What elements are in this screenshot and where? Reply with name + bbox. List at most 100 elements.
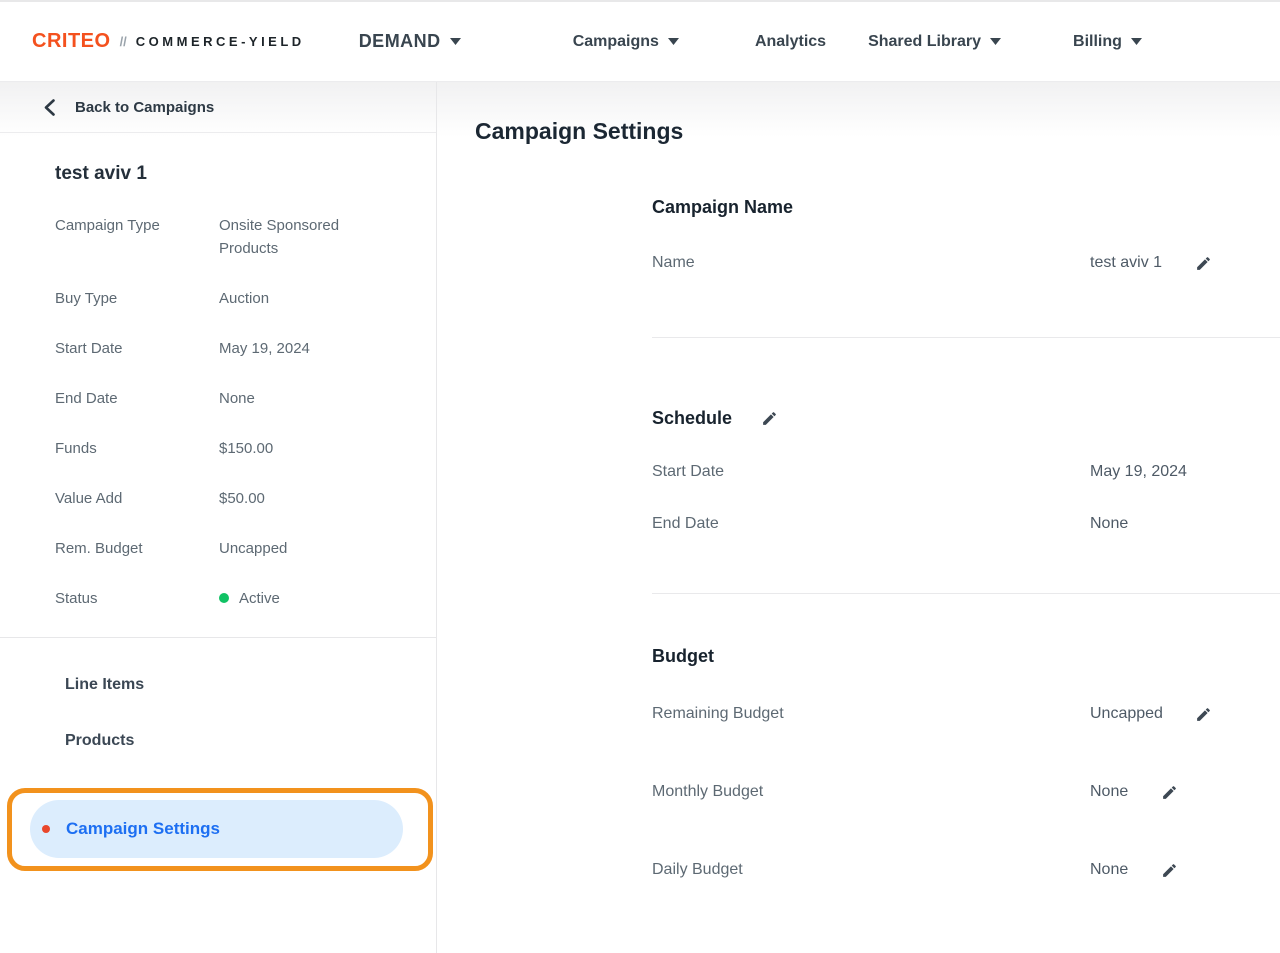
edit-monthly-budget-button[interactable] xyxy=(1160,783,1178,801)
edit-schedule-button[interactable] xyxy=(760,410,778,428)
setting-value: None xyxy=(1090,515,1129,532)
detail-label: Buy Type xyxy=(55,290,118,307)
section-heading-label: Schedule xyxy=(652,408,733,428)
section-divider xyxy=(652,337,1280,338)
detail-value: Auction xyxy=(219,290,270,307)
detail-row: Funds $150.00 xyxy=(55,437,406,460)
caret-down-icon xyxy=(449,38,461,45)
page-body: Back to Campaigns test aviv 1 Campaign T… xyxy=(0,82,1280,953)
highlight-ring: Campaign Settings xyxy=(7,788,433,871)
detail-value: $50.00 xyxy=(219,490,265,507)
detail-value: May 19, 2024 xyxy=(219,340,310,357)
setting-row-end-date: End Date None xyxy=(652,515,1280,533)
setting-label: Monthly Budget xyxy=(652,783,764,800)
nav-shared-library-dropdown[interactable]: Shared Library xyxy=(868,32,1002,51)
active-marker-dot-icon xyxy=(42,825,50,833)
brand-logo[interactable]: CRITEO // COMMERCE-YIELD xyxy=(32,30,305,53)
nav-demand-label: DEMAND xyxy=(358,31,441,51)
detail-value: $150.00 xyxy=(219,440,274,457)
back-to-campaigns-link[interactable]: Back to Campaigns xyxy=(0,82,436,133)
setting-row-remaining-budget: Remaining Budget Uncapped xyxy=(652,705,1280,723)
detail-row: Start Date May 19, 2024 xyxy=(55,337,406,360)
section-campaign-name: Campaign Name Name test aviv 1 xyxy=(652,197,1280,337)
setting-value: None xyxy=(1090,783,1129,800)
caret-down-icon xyxy=(667,38,679,45)
detail-label: Value Add xyxy=(55,490,123,507)
sidebar-nav: Line Items Products Campaign Settings xyxy=(0,638,436,871)
sidebar-item-label: Campaign Settings xyxy=(66,819,220,838)
setting-value: test aviv 1 xyxy=(1090,254,1163,271)
campaign-name-title: test aviv 1 xyxy=(55,163,147,184)
detail-label: Status xyxy=(55,590,98,607)
nav-shared-library-label: Shared Library xyxy=(868,32,982,50)
setting-row-start-date: Start Date May 19, 2024 xyxy=(652,463,1280,481)
nav-analytics[interactable]: Analytics xyxy=(755,33,826,51)
setting-value: Uncapped xyxy=(1090,705,1163,722)
pencil-edit-icon xyxy=(1197,707,1211,721)
nav-analytics-label: Analytics xyxy=(754,32,827,50)
detail-label: Funds xyxy=(55,440,97,457)
section-schedule: Schedule Start Date May 19, 2024 End Dat… xyxy=(652,338,1280,593)
detail-value: None xyxy=(219,390,255,407)
section-heading-label: Campaign Name xyxy=(652,197,794,217)
setting-value: May 19, 2024 xyxy=(1090,463,1187,480)
nav-campaigns-dropdown[interactable]: Campaigns xyxy=(573,33,679,51)
setting-row-monthly-budget: Monthly Budget None xyxy=(652,783,1280,801)
product-name: COMMERCE-YIELD xyxy=(135,34,305,49)
section-budget: Budget Remaining Budget Uncapped Monthly… xyxy=(652,594,1280,879)
pencil-edit-icon xyxy=(1162,863,1176,877)
section-heading: Schedule xyxy=(652,408,1280,429)
back-label: Back to Campaigns xyxy=(75,98,215,116)
section-divider xyxy=(652,593,1280,594)
detail-row: End Date None xyxy=(55,387,406,410)
edit-daily-budget-button[interactable] xyxy=(1160,861,1178,879)
top-nav-bar: CRITEO // COMMERCE-YIELD DEMAND Campaign… xyxy=(0,2,1280,82)
detail-label: Campaign Type xyxy=(55,217,160,234)
nav-billing-dropdown[interactable]: Billing xyxy=(1073,33,1142,51)
sidebar-item-line-items[interactable]: Line Items xyxy=(0,676,436,694)
section-heading-label: Budget xyxy=(652,646,714,666)
logo-separator: // xyxy=(119,34,127,49)
pencil-edit-icon xyxy=(762,412,776,425)
caret-down-icon xyxy=(1130,38,1142,45)
section-heading: Campaign Name xyxy=(652,197,1280,218)
status-active-dot-icon xyxy=(219,593,229,603)
settings-sections: Campaign Name Name test aviv 1 xyxy=(652,197,1280,879)
status-text: Active xyxy=(239,590,280,607)
section-heading: Budget xyxy=(652,646,1280,667)
campaign-sidebar: Back to Campaigns test aviv 1 Campaign T… xyxy=(0,82,437,953)
main-content: Campaign Settings Campaign Name Name tes… xyxy=(437,82,1280,953)
setting-row-daily-budget: Daily Budget None xyxy=(652,861,1280,879)
sidebar-item-campaign-settings[interactable]: Campaign Settings xyxy=(30,800,403,858)
detail-value: Uncapped xyxy=(219,540,288,557)
nav-campaigns-label: Campaigns xyxy=(572,32,659,50)
pencil-edit-icon xyxy=(1162,785,1176,799)
setting-row-name: Name test aviv 1 xyxy=(652,254,1280,272)
detail-value: Onsite Sponsored Products xyxy=(219,217,340,257)
page-title: Campaign Settings xyxy=(475,118,684,144)
sidebar-divider xyxy=(0,637,436,638)
caret-down-icon xyxy=(990,38,1002,45)
chevron-left-icon xyxy=(44,98,55,116)
status-row: Status Active xyxy=(55,587,406,610)
detail-row: Buy Type Auction xyxy=(55,287,406,310)
campaign-summary: test aviv 1 Campaign Type Onsite Sponsor… xyxy=(0,133,436,610)
setting-value: None xyxy=(1090,861,1129,878)
sidebar-item-label: Products xyxy=(65,732,135,749)
sidebar-item-products[interactable]: Products xyxy=(0,732,436,750)
detail-label: Rem. Budget xyxy=(55,540,143,557)
setting-label: Name xyxy=(652,254,695,271)
detail-label: Start Date xyxy=(55,340,123,357)
pencil-edit-icon xyxy=(1196,256,1210,270)
edit-remaining-budget-button[interactable] xyxy=(1195,705,1213,723)
criteo-logo: CRITEO xyxy=(32,30,111,52)
detail-label: End Date xyxy=(55,390,118,407)
primary-nav: DEMAND Campaigns Analytics Shared Librar… xyxy=(305,31,1142,52)
status-value: Active xyxy=(219,587,280,610)
nav-demand-dropdown[interactable]: DEMAND xyxy=(359,31,461,52)
nav-billing-label: Billing xyxy=(1073,32,1122,50)
edit-name-button[interactable] xyxy=(1194,254,1212,272)
setting-label: Daily Budget xyxy=(652,861,743,878)
setting-label: End Date xyxy=(652,515,719,532)
